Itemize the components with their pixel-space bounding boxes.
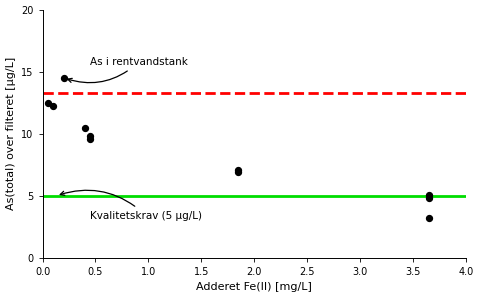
Point <box>86 134 94 139</box>
Point <box>425 192 433 197</box>
Y-axis label: As(total) over filteret [µg/L]: As(total) over filteret [µg/L] <box>6 57 15 210</box>
Point <box>234 167 242 172</box>
Point <box>81 125 89 130</box>
Point <box>86 136 94 141</box>
Point <box>425 195 433 200</box>
Point <box>44 100 52 105</box>
Text: As i rentvandstank: As i rentvandstank <box>68 57 188 83</box>
Point <box>425 216 433 221</box>
Text: Kvalitetskrav (5 µg/L): Kvalitetskrav (5 µg/L) <box>60 190 202 221</box>
Point <box>49 104 57 109</box>
X-axis label: Adderet Fe(II) [mg/L]: Adderet Fe(II) [mg/L] <box>196 283 312 292</box>
Point <box>234 170 242 175</box>
Point <box>60 75 68 80</box>
